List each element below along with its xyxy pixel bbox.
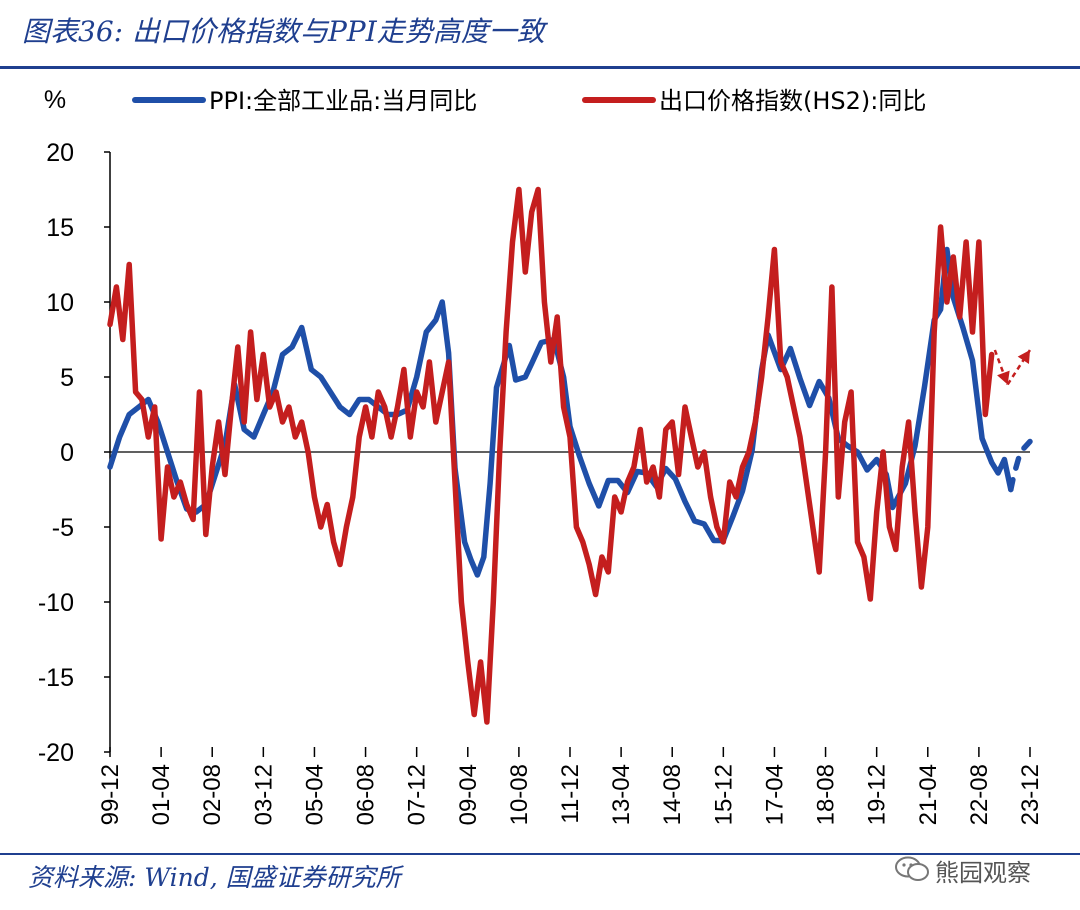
x-tick-label: 18-08 [813,764,840,825]
x-tick-label: 13-04 [608,764,635,825]
x-tick-label: 11-12 [557,764,584,824]
series-line-2 [107,186,995,725]
watermark-text: 熊园观察 [935,859,1031,887]
y-tick-label: 0 [60,439,74,467]
x-tick-label: 15-12 [710,764,737,825]
y-tick-label: 5 [60,364,74,392]
y-tick-label: 15 [46,214,74,242]
series-forecast-1 [1008,438,1033,493]
x-tick-label: 06-08 [353,764,380,825]
chart: 20 15 10 5 0 -5 -10 -15 -20% 99-12 01-04 02-08 03-12… [38,86,1044,825]
x-tick-label: 99-12 [97,764,124,825]
x-tick-label: 19-12 [864,764,891,825]
title-rule [0,66,1080,69]
x-tick-label: 07-12 [404,764,431,825]
page-title: 图表36: 出口价格指数与PPI走势高度一致 [22,15,545,48]
legend-label-1: PPI:全部工业品:当月同比 [209,87,477,115]
x-tick-label: 05-04 [301,764,328,825]
forecast-arrow-line [1006,349,1032,386]
x-tick-label: 01-04 [148,764,175,825]
x-tick-label: 09-04 [455,764,482,825]
x-tick-label: 23-12 [1017,764,1044,825]
x-tick-label: 22-08 [966,764,993,825]
y-tick-label: -15 [38,664,74,692]
x-tick-label: 21-04 [915,764,942,825]
x-tick-label: 10-08 [506,764,533,825]
x-tick-label: 02-08 [199,764,226,825]
y-tick-label: -10 [38,589,74,617]
x-tick-label: 03-12 [250,764,277,825]
y-tick-label: 20 [46,139,74,167]
y-axis-unit: % [44,86,66,114]
y-tick-label: -20 [38,739,74,767]
wechat-icon [895,856,929,881]
x-tick-label: 17-04 [761,764,788,825]
source-rule [0,853,1080,855]
legend-label-2: 出口价格指数(HS2):同比 [659,87,926,115]
forecast-arrow-head [1017,350,1030,364]
forecast-arrow-head [997,370,1010,385]
y-tick-label: -5 [52,514,74,542]
y-tick-label: 10 [46,289,74,317]
source-note: 资料来源: Wind, 国盛证券研究所 [28,863,401,892]
x-tick-label: 14-08 [659,764,686,825]
watermark: 熊园观察 [895,848,1065,888]
